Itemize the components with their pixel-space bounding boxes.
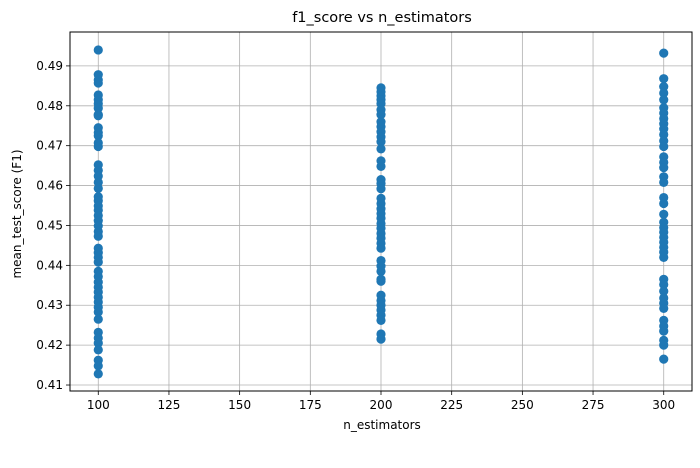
data-point — [376, 184, 386, 194]
data-point — [659, 48, 669, 58]
y-tick-label: 0.42 — [36, 338, 63, 352]
y-tick-label: 0.43 — [36, 298, 63, 312]
data-point — [93, 171, 103, 181]
data-point — [93, 131, 103, 141]
x-tick-label: 250 — [511, 398, 534, 412]
x-axis-label: n_estimators — [343, 418, 421, 432]
data-point — [93, 78, 103, 88]
data-point — [659, 340, 669, 350]
data-point — [659, 354, 669, 364]
data-point — [659, 141, 669, 152]
data-point — [659, 198, 669, 209]
data-point — [93, 338, 103, 348]
y-axis-label: mean_test_score (F1) — [10, 149, 24, 278]
y-tick-label: 0.49 — [36, 59, 63, 73]
data-point — [93, 111, 103, 121]
y-tick-label: 0.44 — [36, 258, 63, 272]
data-point — [376, 315, 386, 325]
data-point — [659, 209, 669, 219]
x-tick-label: 175 — [299, 398, 322, 412]
data-points — [93, 45, 669, 379]
x-tick-label: 200 — [370, 398, 393, 412]
data-point — [93, 307, 103, 317]
data-point — [659, 129, 669, 140]
data-point — [93, 183, 103, 193]
data-point — [659, 177, 669, 187]
data-point — [93, 369, 103, 379]
chart-title: f1_score vs n_estimators — [292, 10, 472, 26]
data-point — [659, 252, 669, 262]
data-point — [93, 361, 103, 371]
axis-ticks: 100 125 150 175 200 225 250 275 300 0.41 0.42 0.43 0… — [36, 59, 675, 412]
y-tick-label: 0.41 — [36, 378, 63, 392]
data-point — [659, 279, 669, 290]
x-tick-label: 125 — [158, 398, 181, 412]
x-tick-label: 150 — [228, 398, 251, 412]
data-point — [93, 314, 103, 324]
data-point — [93, 257, 103, 267]
data-point — [659, 74, 669, 84]
x-tick-label: 300 — [652, 398, 675, 412]
y-tick-label: 0.46 — [36, 179, 63, 193]
data-point — [659, 286, 669, 296]
data-point — [659, 303, 669, 314]
x-tick-label: 225 — [440, 398, 463, 412]
y-tick-label: 0.48 — [36, 99, 63, 113]
data-point — [376, 276, 386, 286]
y-tick-label: 0.47 — [36, 139, 63, 153]
data-point — [659, 95, 669, 105]
data-point — [376, 137, 386, 147]
data-point — [93, 141, 103, 152]
data-point — [93, 103, 103, 113]
data-point — [376, 109, 386, 120]
data-point — [659, 326, 669, 336]
data-point — [376, 243, 386, 253]
y-tick-label: 0.45 — [36, 218, 63, 232]
data-point — [93, 45, 103, 55]
data-point — [659, 163, 669, 173]
data-point — [659, 88, 669, 98]
x-tick-label: 275 — [582, 398, 605, 412]
data-point — [376, 266, 386, 276]
data-point — [376, 334, 386, 344]
data-point — [376, 161, 386, 172]
data-point — [659, 82, 669, 92]
x-tick-label: 100 — [87, 398, 110, 412]
data-point — [376, 144, 386, 154]
data-point — [93, 345, 103, 355]
data-point — [93, 231, 103, 241]
